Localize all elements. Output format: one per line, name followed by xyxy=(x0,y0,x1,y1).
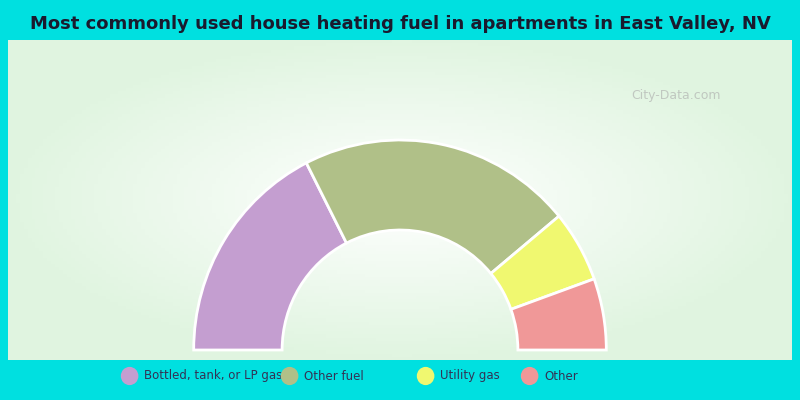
Ellipse shape xyxy=(417,367,434,385)
Text: Other fuel: Other fuel xyxy=(304,370,364,382)
Wedge shape xyxy=(306,140,559,274)
Wedge shape xyxy=(194,163,346,350)
Wedge shape xyxy=(491,216,594,309)
Ellipse shape xyxy=(121,367,138,385)
Ellipse shape xyxy=(521,367,538,385)
Text: Other: Other xyxy=(544,370,578,382)
Wedge shape xyxy=(511,279,606,350)
Text: Bottled, tank, or LP gas: Bottled, tank, or LP gas xyxy=(144,370,282,382)
Text: Most commonly used house heating fuel in apartments in East Valley, NV: Most commonly used house heating fuel in… xyxy=(30,15,770,33)
Text: Utility gas: Utility gas xyxy=(440,370,500,382)
Ellipse shape xyxy=(281,367,298,385)
Text: City-Data.com: City-Data.com xyxy=(631,88,721,102)
